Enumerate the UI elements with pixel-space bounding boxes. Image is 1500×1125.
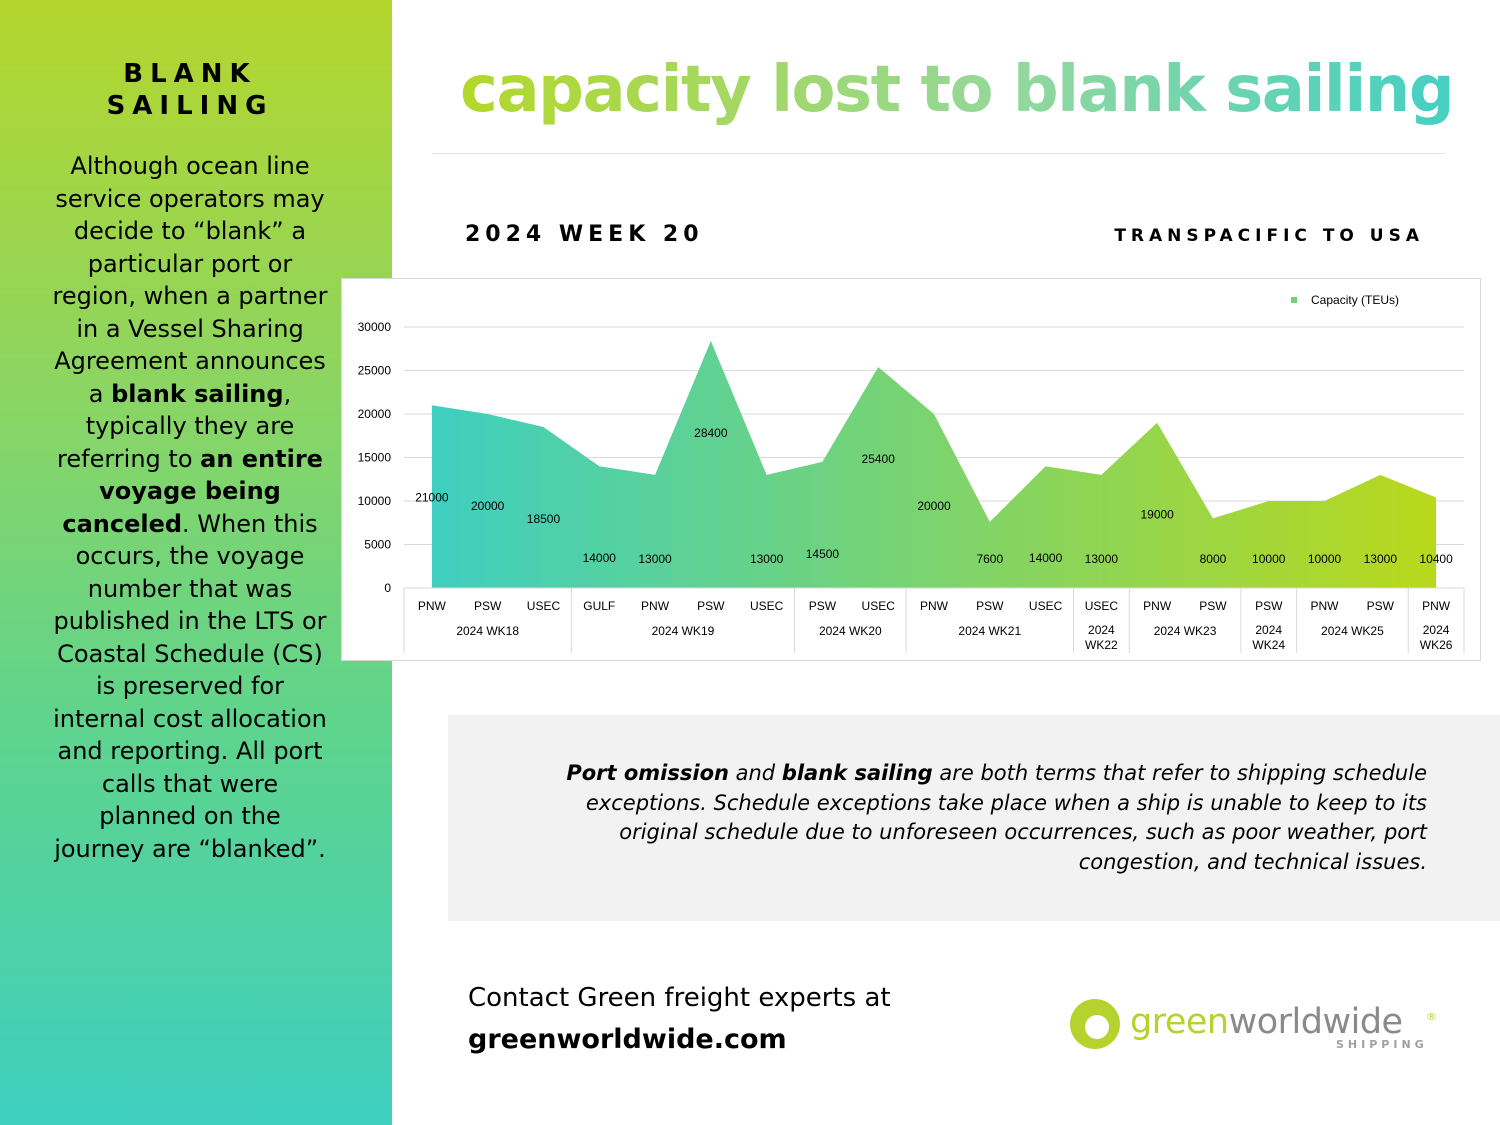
contact-text: Contact Green freight experts at	[468, 983, 891, 1013]
x-tick-label: PNW	[418, 599, 447, 613]
y-tick-label: 15000	[358, 451, 392, 465]
y-tick-label: 30000	[358, 320, 392, 334]
y-tick-label: 5000	[364, 538, 391, 552]
week-subtitle: 2024 WEEK 20	[465, 222, 704, 247]
info-text-2: are both terms that refer to shipping sc…	[585, 761, 1427, 874]
x-group-label: 2024 WK23	[1154, 624, 1217, 638]
capacity-area-chart-svg: 0 5000 10000 15000 20000 25000 30000 21000 20000…	[358, 293, 1465, 653]
x-tick-label: PSW	[1255, 599, 1283, 613]
x-tick-label: USEC	[750, 599, 784, 613]
sidebar-title-line1: BLANK	[123, 59, 257, 89]
x-tick-label: PNW	[1143, 599, 1172, 613]
page-title: capacity lost to blank sailing	[460, 48, 1455, 132]
x-group-label: 2024 WK25	[1321, 624, 1384, 638]
data-label: 13000	[1364, 552, 1398, 566]
logo-wordmark: greenworldwide	[1130, 1002, 1403, 1042]
data-label: 14500	[806, 547, 840, 561]
data-label: 7600	[976, 552, 1003, 566]
data-label: 10400	[1419, 552, 1453, 566]
sidebar-text-1: Although ocean line service operators ma…	[52, 152, 328, 408]
logo-part1: green	[1130, 1002, 1229, 1042]
region-subtitle: TRANSPACIFIC TO USA	[1114, 226, 1424, 246]
x-tick-label: PSW	[976, 599, 1004, 613]
title-divider	[433, 153, 1445, 154]
x-group-label: 2024 WK21	[958, 624, 1021, 638]
data-label: 10000	[1308, 552, 1342, 566]
x-tick-label: PSW	[697, 599, 725, 613]
info-box: Port omission and blank sailing are both…	[448, 715, 1500, 921]
x-tick-label: USEC	[1085, 599, 1119, 613]
x-tick-label: PNW	[641, 599, 670, 613]
logo-mark-icon	[1070, 999, 1120, 1049]
x-group-label: 2024 WK20	[819, 624, 882, 638]
x-tick-label: PSW	[474, 599, 502, 613]
sidebar-title: BLANK SAILING	[0, 58, 380, 122]
data-label: 14000	[1029, 551, 1063, 565]
info-bold-2: blank sailing	[781, 761, 933, 785]
contact-website-link[interactable]: greenworldwide.com	[468, 1024, 787, 1055]
x-group-label: 2024 WK18	[456, 624, 519, 638]
data-label: 25400	[862, 452, 896, 466]
x-tick-label: USEC	[527, 599, 561, 613]
data-label: 13000	[638, 552, 672, 566]
x-tick-label: PNW	[1422, 599, 1451, 613]
data-label: 13000	[1085, 552, 1119, 566]
legend-swatch	[1291, 297, 1297, 303]
data-label: 21000	[415, 490, 449, 504]
legend-label: Capacity (TEUs)	[1311, 293, 1399, 307]
x-tick-label: GULF	[583, 599, 615, 613]
x-tick-label: PNW	[920, 599, 949, 613]
logo-subtext: SHIPPING	[1336, 1038, 1428, 1051]
sidebar-text-2: , typically they are referring to	[57, 379, 295, 473]
company-logo: greenworldwide ® SHIPPING	[1068, 996, 1448, 1056]
data-label: 14000	[583, 551, 617, 565]
data-label: 10000	[1252, 552, 1286, 566]
y-tick-label: 20000	[358, 407, 392, 421]
data-label: 18500	[527, 512, 561, 526]
x-tick-label: USEC	[1029, 599, 1063, 613]
sidebar-panel: BLANK SAILING Although ocean line servic…	[0, 0, 392, 1125]
data-label: 20000	[471, 499, 505, 513]
data-label: 13000	[750, 552, 784, 566]
x-tick-label: PSW	[1199, 599, 1227, 613]
sidebar-title-line2: SAILING	[106, 91, 274, 121]
y-tick-label: 25000	[358, 364, 392, 378]
x-group-label: 2024 WK26	[1420, 623, 1453, 652]
sidebar-description: Although ocean line service operators ma…	[52, 150, 328, 865]
logo-part2: worldwide	[1228, 1002, 1403, 1042]
data-label: 20000	[917, 499, 951, 513]
y-tick-label: 10000	[358, 494, 392, 508]
sidebar-text-3: . When this occurs, the voyage number th…	[53, 509, 327, 863]
x-tick-label: USEC	[862, 599, 896, 613]
x-group-label: 2024 WK19	[652, 624, 715, 638]
data-label: 8000	[1200, 552, 1227, 566]
info-text: Port omission and blank sailing are both…	[527, 759, 1427, 877]
info-text-1: and	[728, 761, 782, 785]
info-bold-1: Port omission	[566, 761, 729, 785]
x-group-label: 2024 WK24	[1252, 623, 1285, 652]
x-tick-label: PNW	[1311, 599, 1340, 613]
x-tick-label: PSW	[1367, 599, 1395, 613]
data-label: 28400	[694, 426, 728, 440]
sidebar-bold-2: an entire voyage being canceled	[62, 444, 323, 538]
x-group-label: 2024 WK22	[1085, 623, 1118, 652]
logo-registered-mark: ®	[1426, 1010, 1437, 1023]
y-tick-label: 0	[384, 581, 391, 595]
sidebar-bold-1: blank sailing	[111, 379, 284, 408]
x-tick-label: PSW	[809, 599, 837, 613]
capacity-chart: 0 5000 10000 15000 20000 25000 30000 21000 20000…	[341, 278, 1481, 661]
data-label: 19000	[1140, 508, 1174, 522]
capacity-area-series	[431, 340, 1437, 588]
